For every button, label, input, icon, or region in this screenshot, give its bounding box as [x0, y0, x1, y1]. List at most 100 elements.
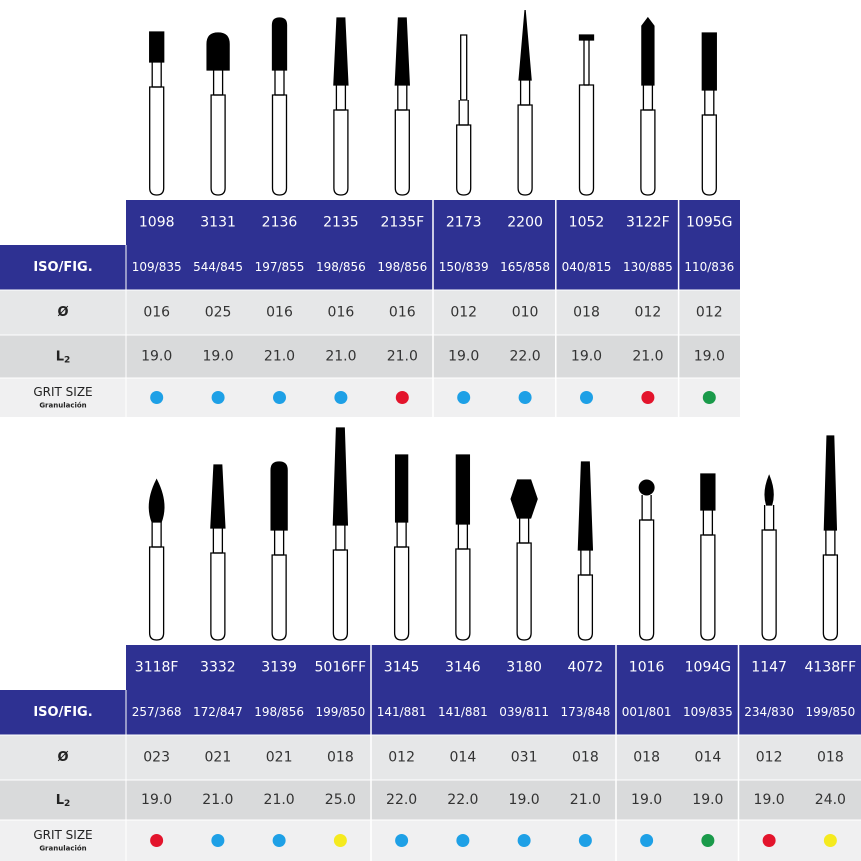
bur-head — [210, 464, 226, 529]
iso-value: 141/881 — [438, 705, 488, 719]
l2-value: 21.0 — [632, 349, 663, 365]
l2-value: 19.0 — [141, 792, 172, 808]
bur-shank — [516, 542, 532, 641]
bur-shank — [701, 114, 717, 196]
iso-value: 234/830 — [744, 705, 794, 719]
grit-label: GRIT SIZE — [33, 828, 92, 842]
bur-neck — [641, 495, 652, 520]
bur-neck — [580, 550, 591, 575]
iso-value: 197/855 — [255, 260, 305, 274]
iso-value: 198/856 — [377, 260, 427, 274]
bur-head — [510, 479, 538, 519]
diameter-value: 016 — [266, 305, 293, 321]
grit-dot — [150, 834, 164, 847]
grit-dot — [395, 391, 409, 404]
l2-value: 19.0 — [694, 349, 725, 365]
l2-value: 21.0 — [570, 792, 601, 808]
l2-value: 22.0 — [447, 792, 478, 808]
bur-drawing — [577, 461, 594, 641]
bur-drawing — [510, 479, 538, 641]
iso-value: 150/839 — [439, 260, 489, 274]
diameter-row — [0, 735, 861, 780]
product-code: 3332 — [200, 660, 236, 676]
grit-dot — [702, 391, 716, 404]
bur-head — [206, 32, 230, 71]
product-code: 3146 — [445, 660, 481, 676]
bur-shank — [456, 124, 472, 196]
grit-sublabel: Granulación — [39, 402, 86, 410]
bur-neck — [151, 522, 162, 547]
iso-value: 165/858 — [500, 260, 550, 274]
diameter-value: 012 — [756, 750, 783, 766]
product-code: 3180 — [506, 660, 542, 676]
bur-neck — [642, 85, 654, 110]
diameter-value: 010 — [512, 305, 539, 321]
diameter-value: 018 — [817, 750, 844, 766]
grit-dot — [333, 834, 347, 847]
bur-drawing — [456, 34, 472, 196]
product-code: 4072 — [568, 660, 604, 676]
bur-drawing — [455, 454, 471, 641]
grit-dot — [762, 834, 776, 847]
iso-value: 110/836 — [684, 260, 734, 274]
grit-row — [0, 378, 740, 417]
bur-head — [333, 17, 349, 86]
l2-value: 21.0 — [264, 349, 295, 365]
l2-value: 19.0 — [203, 349, 234, 365]
bur-shank — [822, 554, 839, 641]
bur-head — [578, 34, 595, 41]
iso-value: 544/845 — [193, 260, 243, 274]
grit-dot — [517, 834, 531, 847]
diameter-value: 031 — [511, 750, 538, 766]
iso-value: 257/368 — [132, 705, 182, 719]
product-code: 1147 — [751, 660, 787, 676]
product-code: 2135F — [380, 215, 424, 231]
bur-head — [700, 473, 716, 511]
bur-head — [394, 454, 409, 523]
bur-drawing — [393, 454, 410, 641]
bur-drawing — [333, 17, 349, 196]
product-code: 5016FF — [315, 660, 367, 676]
diameter-value: 023 — [143, 750, 170, 766]
product-code: 1052 — [569, 215, 605, 231]
product-code: 1016 — [629, 660, 665, 676]
bur-head — [577, 461, 594, 551]
bur-head — [148, 478, 165, 523]
bur-drawing — [822, 435, 839, 641]
product-code: 2173 — [446, 215, 482, 231]
bur-head — [518, 9, 532, 81]
iso-value: 130/885 — [623, 260, 673, 274]
grit-dot — [211, 834, 225, 847]
product-code: 3131 — [200, 215, 236, 231]
diameter-value: 014 — [450, 750, 477, 766]
iso-value: 040/815 — [562, 260, 612, 274]
iso-value: 199/850 — [315, 705, 365, 719]
bur-neck — [702, 510, 714, 535]
iso-value: 198/856 — [254, 705, 304, 719]
l2-label: L2 — [56, 793, 71, 809]
bur-shank — [455, 548, 471, 641]
bur-neck — [457, 524, 469, 549]
iso-row — [0, 245, 740, 290]
diameter-value: 018 — [327, 750, 354, 766]
grit-label: GRIT SIZE — [33, 385, 92, 399]
bur-neck — [763, 505, 775, 530]
bur-neck — [704, 90, 715, 115]
bur-neck — [519, 80, 531, 105]
grit-dot — [273, 391, 286, 404]
diameter-value: 021 — [205, 750, 232, 766]
bur-shank — [393, 546, 410, 641]
bur-head — [764, 474, 774, 506]
bur-neck — [212, 528, 224, 553]
grit-dot — [150, 391, 164, 404]
bur-shank — [332, 549, 349, 641]
bur-neck — [825, 530, 836, 555]
l2-label: L2 — [56, 349, 71, 365]
bur-neck — [458, 100, 469, 125]
product-code: 3118F — [135, 660, 179, 676]
product-code: 1094G — [685, 660, 731, 676]
bur-drawing — [332, 427, 349, 641]
l2-value: 22.0 — [386, 792, 417, 808]
l2-value: 25.0 — [325, 792, 356, 808]
